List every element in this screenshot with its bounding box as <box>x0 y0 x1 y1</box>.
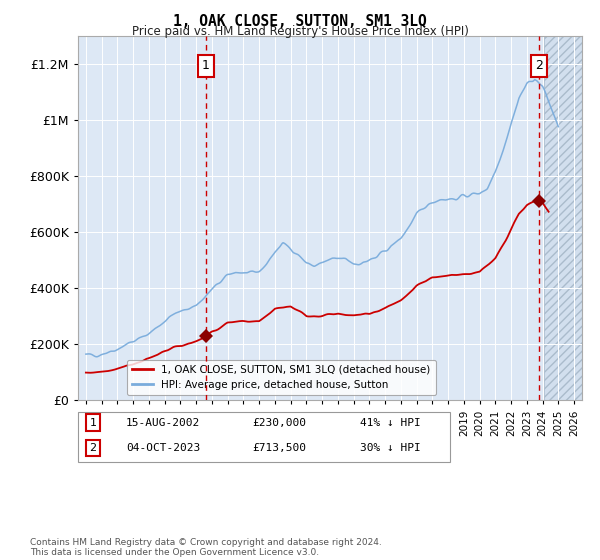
Text: 30% ↓ HPI: 30% ↓ HPI <box>360 443 421 453</box>
Text: 04-OCT-2023: 04-OCT-2023 <box>126 443 200 453</box>
Text: 41% ↓ HPI: 41% ↓ HPI <box>360 418 421 428</box>
Text: 1: 1 <box>89 418 97 428</box>
Text: £713,500: £713,500 <box>252 443 306 453</box>
Bar <box>544 36 582 400</box>
Text: Contains HM Land Registry data © Crown copyright and database right 2024.
This d: Contains HM Land Registry data © Crown c… <box>30 538 382 557</box>
Text: Price paid vs. HM Land Registry's House Price Index (HPI): Price paid vs. HM Land Registry's House … <box>131 25 469 38</box>
Text: £230,000: £230,000 <box>252 418 306 428</box>
Legend: 1, OAK CLOSE, SUTTON, SM1 3LQ (detached house), HPI: Average price, detached hou: 1, OAK CLOSE, SUTTON, SM1 3LQ (detached … <box>127 360 436 395</box>
Text: 1, OAK CLOSE, SUTTON, SM1 3LQ: 1, OAK CLOSE, SUTTON, SM1 3LQ <box>173 14 427 29</box>
Bar <box>544 36 582 400</box>
Text: 1: 1 <box>202 59 210 72</box>
Text: 15-AUG-2002: 15-AUG-2002 <box>126 418 200 428</box>
Text: 2: 2 <box>89 443 97 453</box>
Text: 2: 2 <box>535 59 543 72</box>
